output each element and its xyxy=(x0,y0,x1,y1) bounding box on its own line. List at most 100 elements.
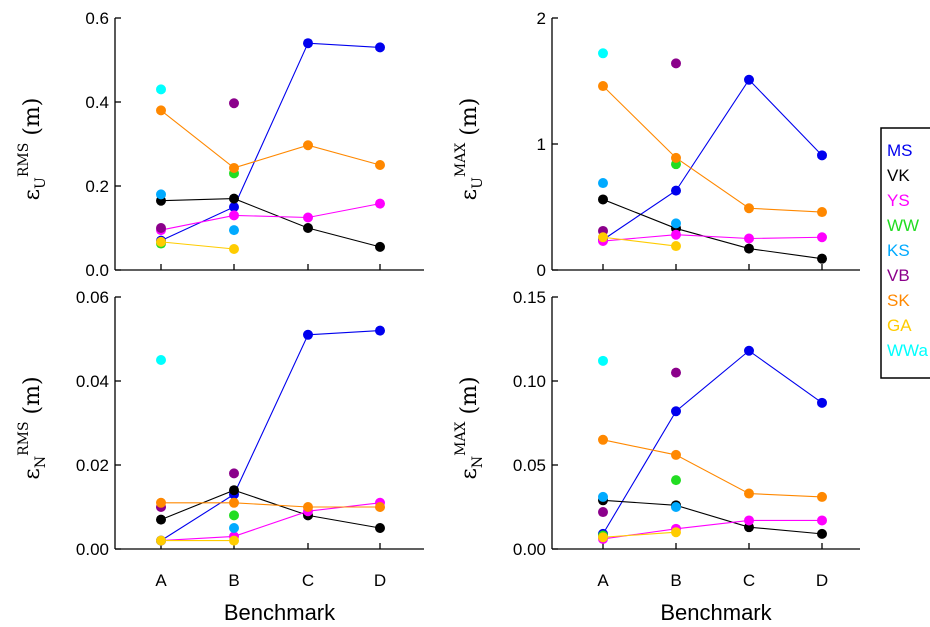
legend-entry-ms: MS xyxy=(887,141,913,160)
data-point-ms xyxy=(744,74,754,85)
data-point-ms xyxy=(817,150,827,161)
series-line-ys xyxy=(160,203,381,231)
series-line-vk xyxy=(602,198,823,260)
legend-box xyxy=(880,127,930,379)
x-tick-label: B xyxy=(670,571,681,590)
panel-top-right: 0 1 2 εUMAX (m) xyxy=(453,9,860,280)
series-line-ys xyxy=(602,234,823,242)
data-point-ks xyxy=(671,218,681,229)
series-line-vk xyxy=(160,198,381,248)
data-point-ys xyxy=(671,229,681,240)
data-point-ms xyxy=(817,397,827,408)
legend-entry-sk: SK xyxy=(887,291,910,310)
y-tick-label: 2 xyxy=(537,9,546,28)
y-tick-label: 0.6 xyxy=(85,9,109,28)
y-tick-label: 0.15 xyxy=(513,288,546,307)
y-tick-label: 0 xyxy=(537,261,546,280)
data-point-vk xyxy=(744,243,754,254)
series-line-ga xyxy=(602,531,677,538)
data-point-vk xyxy=(598,194,608,205)
data-point-ms xyxy=(744,345,754,356)
y-axis-label: εNRMS (m) xyxy=(16,376,49,479)
data-point-vk xyxy=(817,253,827,264)
y-tick-label: 0.05 xyxy=(513,456,546,475)
y-tick-label: 0.02 xyxy=(76,456,109,475)
data-point-ys xyxy=(817,515,827,526)
y-axis-label: εUMAX (m) xyxy=(453,98,486,201)
panel-bottom-left: 0.00 0.02 0.04 0.06 A B C D Benchmark εNRMS (m) xyxy=(16,288,424,625)
data-point-sk xyxy=(817,207,827,218)
series-line-sk xyxy=(602,439,823,498)
data-point-vb xyxy=(156,223,166,233)
x-tick-label: C xyxy=(743,571,755,590)
data-point-ms xyxy=(303,38,313,49)
data-point-ms xyxy=(671,406,681,417)
data-point-ga xyxy=(671,241,681,252)
y-tick-label: 0.04 xyxy=(76,372,109,391)
legend-entry-ga: GA xyxy=(887,316,912,335)
data-point-ga xyxy=(156,535,166,546)
data-point-vb xyxy=(229,468,239,479)
data-point-vk xyxy=(303,223,313,233)
series-line-sk xyxy=(161,502,380,508)
data-point-wwa xyxy=(156,84,166,95)
series-line-ga xyxy=(160,241,235,250)
data-point-ww xyxy=(229,510,239,521)
data-point-ga xyxy=(598,232,608,243)
data-point-sk xyxy=(303,140,313,151)
data-point-sk xyxy=(229,497,239,508)
x-tick-label: C xyxy=(302,571,314,590)
x-tick-label: D xyxy=(374,571,386,590)
series-line-ms xyxy=(602,350,823,535)
x-axis-label: Benchmark xyxy=(224,600,336,625)
data-point-ys xyxy=(375,198,385,209)
data-point-ks xyxy=(229,225,239,236)
data-point-vb xyxy=(598,507,608,518)
data-point-sk xyxy=(375,160,385,170)
series-line-sk xyxy=(602,85,823,213)
data-point-sk xyxy=(303,502,313,512)
series-line-ms xyxy=(160,330,381,542)
x-tick-label: B xyxy=(228,571,239,590)
data-point-vk xyxy=(156,514,166,525)
legend-entry-vb: VB xyxy=(887,266,910,285)
data-point-ga xyxy=(229,535,239,546)
data-point-sk xyxy=(156,497,166,508)
y-axis-label: εURMS (m) xyxy=(16,98,49,201)
x-axis-label: Benchmark xyxy=(660,600,772,625)
data-point-vb xyxy=(671,58,681,69)
data-point-ms xyxy=(303,329,313,340)
data-point-ys xyxy=(229,210,239,221)
data-point-vb xyxy=(229,98,239,109)
data-point-sk xyxy=(744,488,754,499)
data-point-wwa xyxy=(156,355,166,365)
data-point-vk xyxy=(375,241,385,252)
data-point-ga xyxy=(229,244,239,254)
y-tick-label: 0.4 xyxy=(85,93,109,112)
data-point-ga xyxy=(598,532,608,543)
data-point-ms xyxy=(375,42,385,53)
y-tick-label: 0.00 xyxy=(513,540,546,559)
panel-top-left: 0.0 0.2 0.4 0.6 εURMS (m) xyxy=(16,9,424,280)
data-point-ms xyxy=(375,325,385,336)
data-point-sk xyxy=(375,502,385,512)
y-tick-label: 0.00 xyxy=(76,540,109,559)
data-point-ys xyxy=(303,212,313,223)
series-line-vk xyxy=(602,499,823,535)
data-point-ms xyxy=(671,185,681,196)
series-line-ms xyxy=(160,42,381,242)
data-point-ys xyxy=(744,233,754,244)
data-point-vb xyxy=(671,367,681,378)
data-point-vk xyxy=(229,193,239,204)
data-point-sk xyxy=(671,449,681,460)
legend-entry-ys: YS xyxy=(887,191,910,210)
data-point-ks xyxy=(598,178,608,189)
data-point-vk xyxy=(229,485,239,496)
y-tick-label: 1 xyxy=(537,135,546,154)
y-tick-label: 0.10 xyxy=(513,372,546,391)
x-tick-label: A xyxy=(597,571,609,590)
data-point-sk xyxy=(817,491,827,502)
data-point-ww xyxy=(671,475,681,486)
data-point-sk xyxy=(598,434,608,445)
